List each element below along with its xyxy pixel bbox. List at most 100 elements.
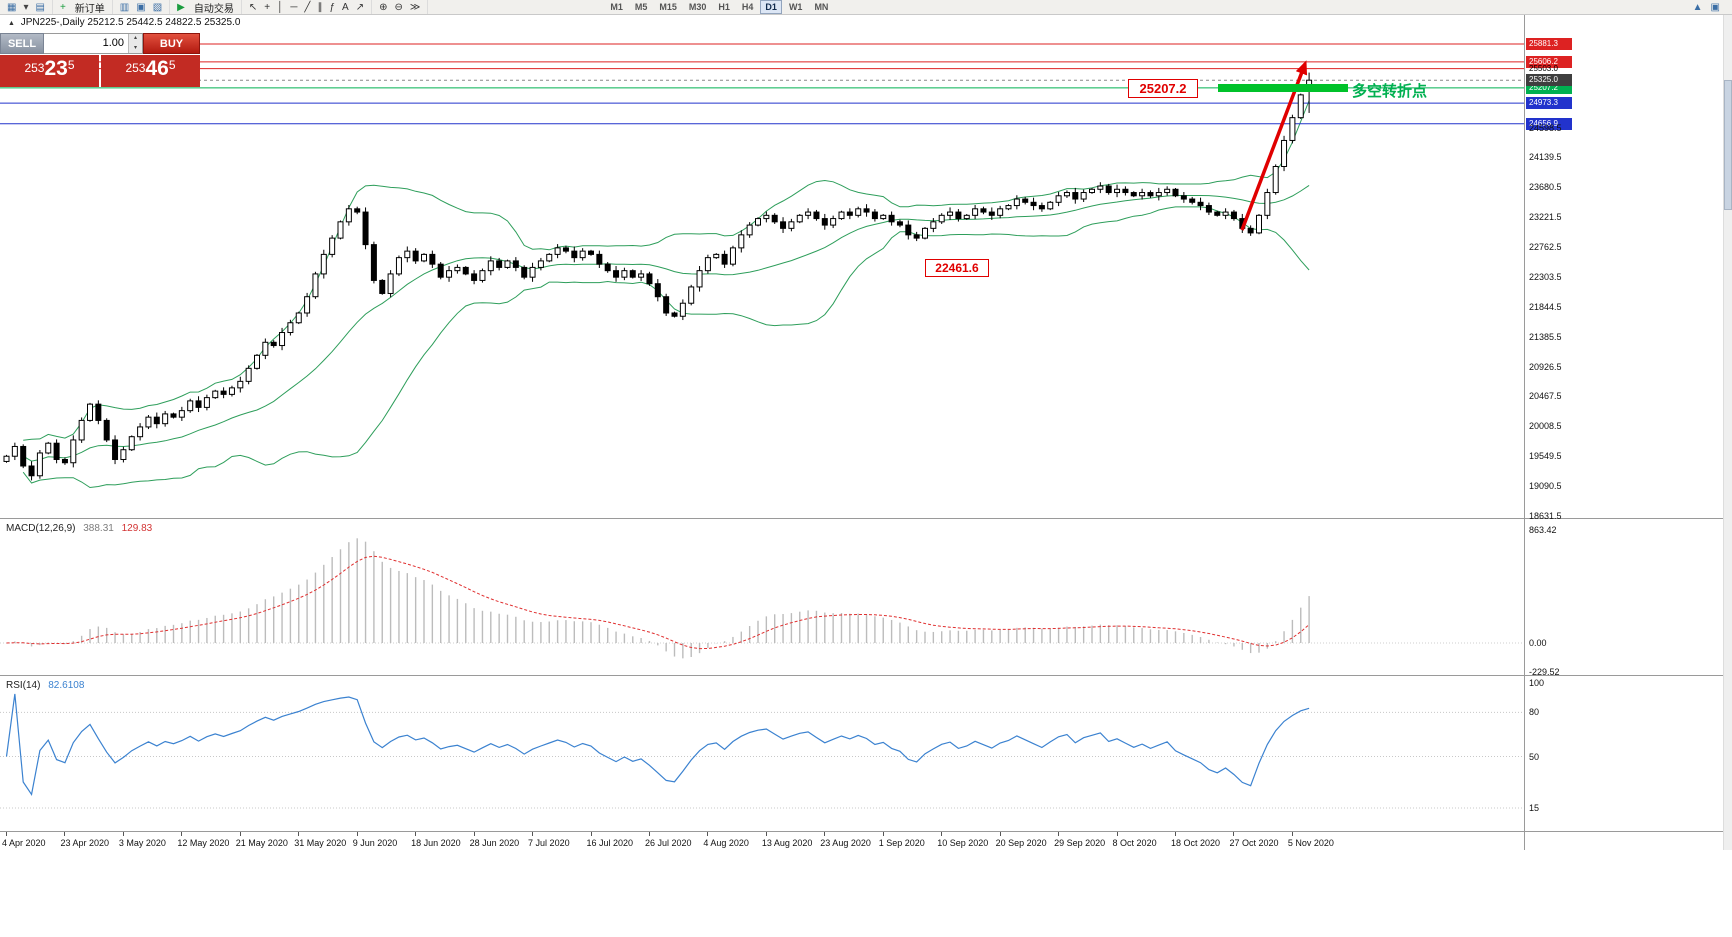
horizontal-line-icon[interactable]: ─ <box>290 1 298 13</box>
timeframe-MN[interactable]: MN <box>814 2 829 12</box>
autotrading-label[interactable]: 自动交易 <box>193 3 234 15</box>
data-window-icon[interactable]: ▣ <box>136 1 146 13</box>
date-tick <box>239 832 241 836</box>
macd-axis-label: -229.52 <box>1529 667 1560 677</box>
price-level-badge: 25606.2 <box>1526 56 1572 68</box>
date-label: 31 May 2020 <box>294 838 347 848</box>
volume-value[interactable]: 1.00 <box>102 37 124 49</box>
date-label: 18 Jun 2020 <box>411 838 461 848</box>
price-axis-label: 19549.5 <box>1529 451 1562 461</box>
text-label-icon[interactable]: A <box>342 1 349 13</box>
date-axis[interactable]: 4 Apr 2020 23 Apr 2020 3 May 2020 12 May 20… <box>0 832 1524 852</box>
timeframe-M30[interactable]: M30 <box>688 2 707 12</box>
symbol-marker-icon: ▲ <box>8 20 15 27</box>
arrow-object-icon[interactable]: ↗ <box>355 1 365 13</box>
date-tick <box>765 832 767 836</box>
date-tick <box>1175 832 1176 836</box>
price-axis-label: 22303.5 <box>1529 272 1562 282</box>
docking-icon[interactable]: ▣ <box>1710 1 1720 13</box>
turning-point-highlight-bar[interactable] <box>1218 84 1348 92</box>
turning-point-text[interactable]: 多空转折点 <box>1352 83 1428 100</box>
date-tick <box>532 832 534 836</box>
date-label: 29 Sep 2020 <box>1054 838 1106 848</box>
cursor-icon[interactable]: ↖ <box>248 1 258 13</box>
autotrading-icon[interactable]: ▶ <box>177 1 185 13</box>
price-axis-label: 21844.5 <box>1529 302 1562 312</box>
scroll-up-icon[interactable]: ▲ <box>1692 1 1703 13</box>
price-digits: 253 <box>24 61 45 75</box>
sell-button[interactable]: SELL <box>0 33 44 54</box>
date-tick <box>298 832 300 836</box>
date-tick <box>1291 832 1293 836</box>
equidistant-channel-icon[interactable]: ∥ <box>317 1 323 13</box>
macd-signal-value: 129.83 <box>121 523 153 534</box>
rsi-chart-canvas[interactable] <box>0 677 1524 831</box>
buy-price-display[interactable]: 253 46 5 <box>101 55 200 87</box>
timeframe-M15[interactable]: M15 <box>659 2 677 12</box>
date-tick <box>824 832 826 836</box>
date-tick <box>122 832 124 836</box>
buy-button[interactable]: BUY <box>143 33 200 54</box>
date-label: 27 Oct 2020 <box>1229 838 1279 848</box>
vertical-scrollbar[interactable] <box>1723 14 1732 850</box>
panel-separator[interactable] <box>0 518 1724 519</box>
zoom-out-icon[interactable]: ⊖ <box>394 1 403 13</box>
date-tick <box>882 832 884 836</box>
toolbar-group: ⊕ ⊖ ≫ <box>372 0 429 14</box>
panel-separator[interactable] <box>0 831 1724 832</box>
new-order-icon[interactable]: + <box>59 1 66 13</box>
new-order-label[interactable]: 新订单 <box>74 3 105 15</box>
timeframe-D1[interactable]: D1 <box>760 0 782 14</box>
macd-axis-label: 863.42 <box>1529 525 1557 535</box>
date-tick <box>181 832 183 836</box>
vertical-line-icon[interactable]: │ <box>277 1 284 13</box>
date-label: 4 Apr 2020 <box>2 838 46 848</box>
toolbar-group: ▦ ▾ ▤ <box>0 0 53 14</box>
price-digits: 23 <box>44 57 68 80</box>
price-axis-label: 24139.5 <box>1529 152 1562 162</box>
timeframe-H4[interactable]: H4 <box>741 2 754 12</box>
macd-panel-title: MACD(12,26,9) 388.31 129.83 <box>6 523 152 534</box>
trendline-icon[interactable]: ╱ <box>304 1 311 13</box>
date-label: 26 Jul 2020 <box>644 838 692 848</box>
price-axis-label: 20926.5 <box>1529 362 1562 372</box>
date-label: 8 Oct 2020 <box>1112 838 1157 848</box>
turning-point-price-label[interactable]: 25207.2 <box>1128 79 1198 98</box>
date-label: 18 Oct 2020 <box>1171 838 1221 848</box>
volume-up-button[interactable]: ▴ <box>129 34 142 44</box>
auto-scroll-icon[interactable]: ≫ <box>409 1 421 13</box>
macd-main-value: 388.31 <box>83 523 114 534</box>
price-chart-canvas[interactable] <box>0 14 1524 518</box>
support-price-label[interactable]: 22461.6 <box>925 259 989 277</box>
price-axis-label: 20008.5 <box>1529 421 1562 431</box>
toolbar-group: ↖ + │ ─ ╱ ∥ ƒ A ↗ <box>242 0 373 14</box>
timeframe-M5[interactable]: M5 <box>634 2 648 12</box>
timeframe-H1[interactable]: H1 <box>718 2 730 12</box>
market-watch-icon[interactable]: ▥ <box>119 1 130 13</box>
price-axis[interactable]: 25881.3 25606.2 25503.0 25207.2 24973.3 24656… <box>1524 14 1724 850</box>
sell-price-display[interactable]: 253 23 5 <box>0 55 99 87</box>
macd-chart-canvas[interactable] <box>0 520 1524 675</box>
timeframe-group: M1 M5 M15 M30 H1 H4 D1 W1 MN <box>598 0 840 14</box>
rsi-label: RSI(14) <box>6 680 41 691</box>
low-value: 24822.5 <box>165 17 202 28</box>
zoom-in-icon[interactable]: ⊕ <box>379 1 388 13</box>
scrollbar-thumb[interactable] <box>1724 80 1732 210</box>
panel-separator[interactable] <box>0 675 1724 676</box>
crosshair-icon[interactable]: + <box>264 1 271 13</box>
timeframe-M1[interactable]: M1 <box>610 2 623 12</box>
timeframe-W1[interactable]: W1 <box>788 2 803 12</box>
profiles-icon[interactable]: ▤ <box>35 1 45 13</box>
fibonacci-icon[interactable]: ƒ <box>329 1 336 13</box>
chart-list-dropdown-icon[interactable]: ▾ <box>23 1 29 13</box>
date-tick <box>64 832 66 836</box>
price-axis-label: 22762.5 <box>1529 242 1562 252</box>
toolbar-group: ▶ 自动交易 <box>170 0 242 15</box>
rsi-value: 82.6108 <box>48 680 85 691</box>
volume-down-button[interactable]: ▾ <box>129 43 142 53</box>
volume-stepper[interactable]: 1.00 ▴ ▾ <box>44 33 143 54</box>
terminal-icon[interactable]: ▧ <box>152 1 163 13</box>
new-chart-icon[interactable]: ▦ <box>7 1 17 13</box>
date-tick <box>1116 832 1118 836</box>
price-axis-label: 23221.5 <box>1529 212 1562 222</box>
